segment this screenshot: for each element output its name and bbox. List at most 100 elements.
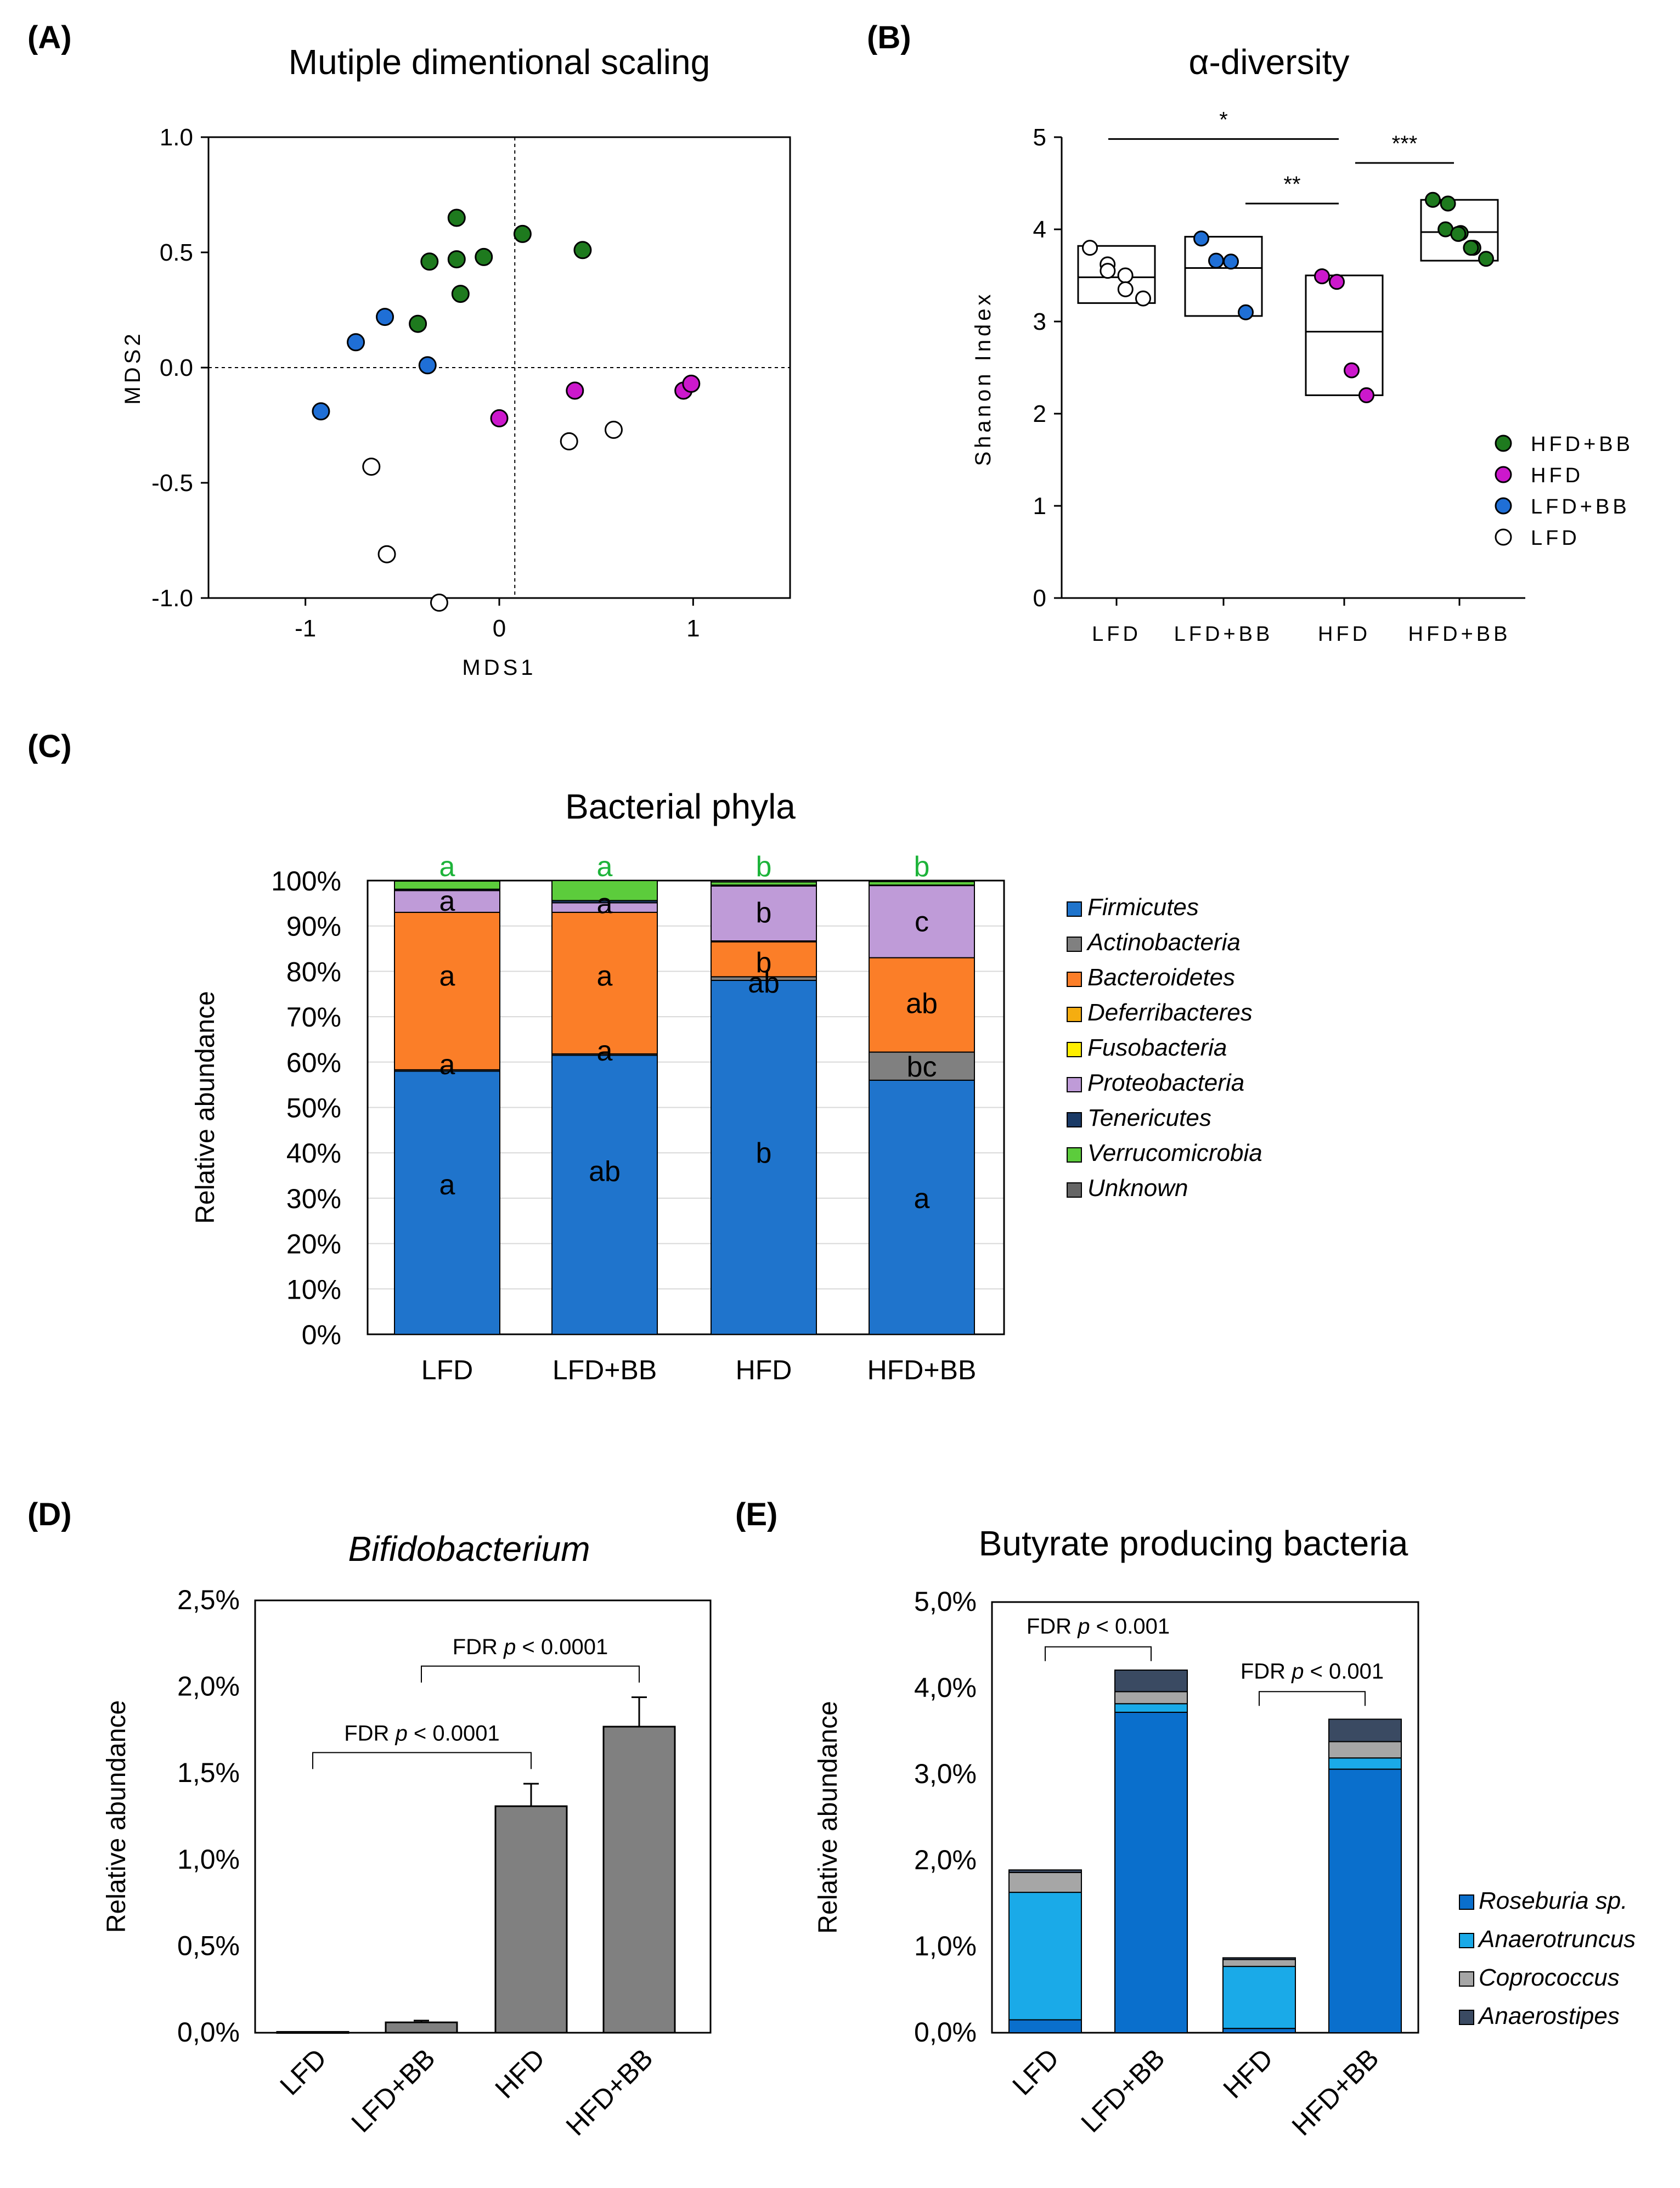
fdr-annotation: FDR p < 0.001 [1241,1659,1384,1683]
y-tick-label: 4,0% [914,1672,977,1703]
legend-label-bacteroidetes: Bacteroidetes [1087,964,1235,991]
point-hfd-bb [1478,251,1494,267]
bar-segment-unknown [869,880,975,882]
point-hfd-bb [451,285,470,303]
bar-segment-roseburia-sp [1222,2028,1296,2033]
segment-significance-letter: a [439,1049,455,1081]
y-tick-label: 100% [271,866,341,896]
bar-segment-anaerostipes [1222,1957,1296,1960]
legend-label-proteobacteria: Proteobacteria [1087,1069,1244,1096]
point-lfd [377,545,396,563]
x-tick-label: HFD [736,1355,792,1385]
y-tick-label: 2,0% [177,1671,240,1702]
bar-segment-anaerostipes [1328,1718,1402,1742]
point-lfd [430,593,448,612]
bar-segment-roseburia-sp [1008,2019,1082,2033]
point-hfd-bb [1440,195,1456,212]
top-significance-letter: b [914,851,930,883]
y-tick-label: 0,5% [177,1930,240,1961]
fdr-bracket [421,1665,640,1683]
bar-segment-roseburia-sp [1328,1768,1402,2034]
x-tick-label: LFD [1092,623,1141,646]
panel-label-e: (E) [735,1497,777,1532]
plot-frame [254,1599,712,2034]
x-tick-label: LFD+BB [1174,623,1273,646]
legend-swatch-unknown [1067,1182,1082,1198]
point-lfd-bb [418,356,437,375]
x-tick-label: HFD [1318,623,1371,646]
y-tick-label: 40% [286,1138,341,1169]
point-hfd [1344,362,1360,379]
point-lfd [604,420,623,439]
segment-significance-letter: a [597,961,613,993]
x-axis-label: MDS1 [462,656,536,680]
fdr-bracket [1045,1646,1152,1661]
point-lfd-bb [1223,253,1239,270]
bar-segment-coprococcus [1114,1691,1188,1705]
legend-label-deferribacteres: Deferribacteres [1087,999,1253,1026]
y-axis-label: Relative abundance [102,1700,131,1933]
top-significance-letter: b [756,851,772,883]
segment-significance-letter: a [597,888,613,920]
bar-segment-unknown [711,880,817,883]
segment-significance-letter: b [756,1137,772,1169]
legend-label-actinobacteria: Actinobacteria [1086,929,1241,956]
x-tick-label: LFD [1006,2043,1064,2101]
y-tick-label: 0% [302,1319,341,1350]
bar-segment-coprococcus [1222,1959,1296,1967]
legend-swatch-anaerotruncus [1459,1933,1474,1948]
y-tick-label: 2,5% [177,1584,240,1615]
y-axis-label: Shanon Index [971,291,995,466]
point-lfd-bb [376,308,394,326]
top-significance-letter: a [597,851,613,883]
y-axis-label: Relative abundance [191,991,220,1223]
y-tick-label: 20% [286,1229,341,1260]
point-hfd [566,381,584,400]
y-tick-label: 3,0% [914,1758,977,1789]
y-tick-label: 10% [286,1274,341,1305]
x-tick-label: 0 [493,615,506,642]
x-tick-label: HFD+BB [1408,623,1511,646]
bar-segment-bacteroidetes [394,911,500,1070]
legend-swatch-deferribacteres [1067,1007,1082,1022]
x-tick-label: HFD+BB [1286,2043,1385,2141]
y-tick-label: 0,0% [177,2017,240,2048]
legend-label-tenericutes: Tenericutes [1087,1104,1211,1131]
segment-significance-letter: c [915,906,929,938]
legend-label-unknown: Unknown [1087,1175,1188,1202]
y-tick-label: 0.5 [160,239,193,266]
x-tick-label: LFD+BB [346,2043,441,2138]
segment-significance-letter: a [914,1183,930,1215]
legend-swatch-actinobacteria [1067,937,1082,952]
fdr-bracket [312,1752,532,1769]
segment-significance-letter: ab [906,988,938,1019]
bar-segment-verrucomicrobia [551,880,658,901]
bar-segment-bacteroidetes [711,941,817,978]
point-hfd [1358,387,1374,403]
x-tick-label: HFD [1217,2043,1279,2104]
y-tick-label: 1,0% [177,1844,240,1875]
y-tick-label: 5,0% [914,1586,977,1617]
point-lfd [1082,240,1098,256]
point-hfd-bb [513,224,532,243]
top-significance-letter: a [439,851,455,883]
bar-lfd [276,2031,349,2034]
panel-b-alpha-diversity: α-diversity 0 1 2 3 4 5 Shanon Index LFD LFD+BB HF… [971,42,1630,646]
y-tick-label: -1.0 [151,585,193,612]
point-lfd-bb [1238,304,1254,320]
panel-label-a: (A) [27,20,72,55]
legend-marker-hfd-bb [1495,435,1512,452]
bar-segment-anaerostipes [1114,1670,1188,1693]
legend-swatch-verrucomicrobia [1067,1147,1082,1163]
x-tick-label: HFD+BB [560,2043,659,2141]
bar-segment-coprococcus [1328,1741,1402,1759]
fdr-bracket [1259,1691,1366,1706]
x-tick-label: LFD [421,1355,473,1385]
y-tick-label: 1,5% [177,1757,240,1788]
legend-marker-lfd-bb [1495,497,1512,515]
chart-title: α-diversity [1188,42,1349,82]
y-tick-label: 1,0% [914,1931,977,1961]
significance-stars: *** [1392,132,1418,156]
x-tick-label: HFD [489,2043,551,2104]
point-hfd-bb [447,208,466,227]
